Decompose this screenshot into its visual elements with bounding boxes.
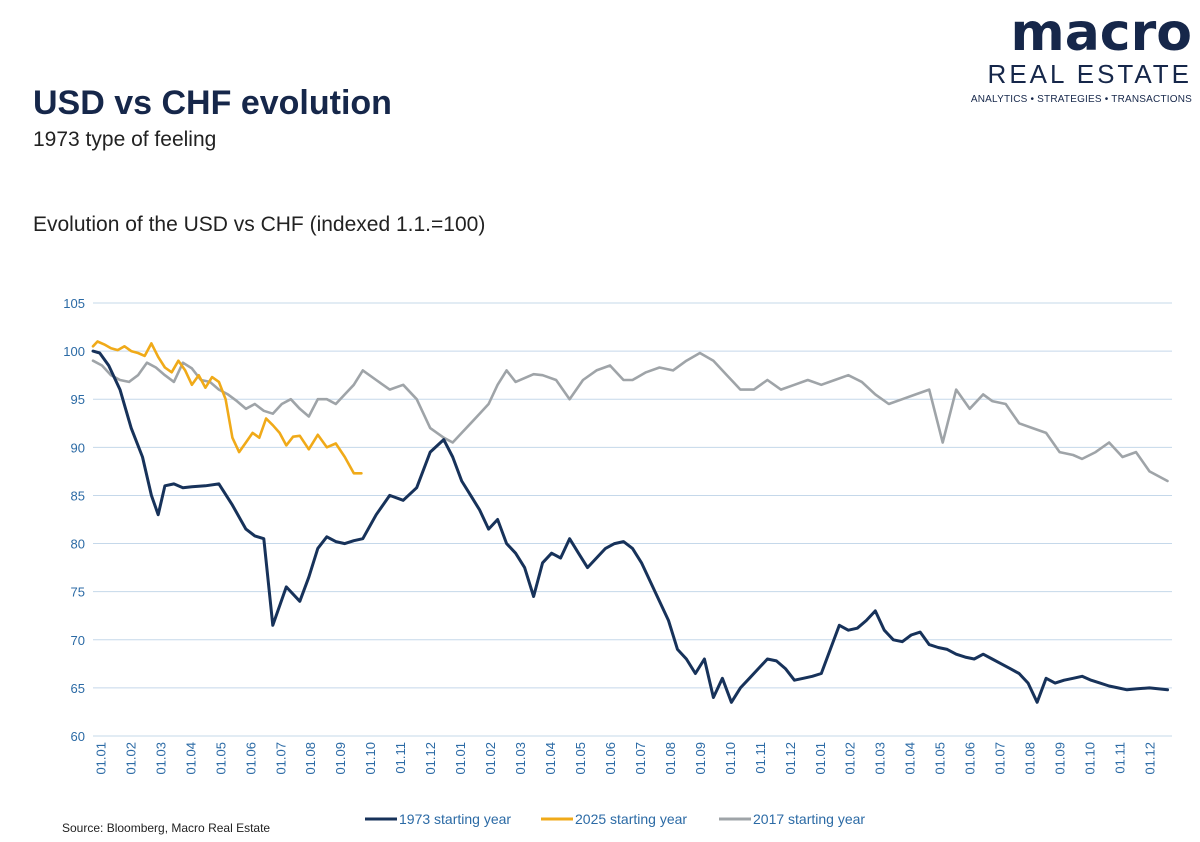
x-tick-label: 01.05 — [573, 742, 588, 775]
x-tick-label: 01.10 — [363, 742, 378, 775]
y-tick-label: 75 — [71, 585, 85, 600]
x-tick-label: 01.02 — [483, 742, 498, 775]
chart-legend: 1973 starting year 2025 starting year 2017… — [365, 811, 865, 827]
x-tick-label: 01.09 — [693, 742, 708, 775]
series-line-2025 — [91, 340, 363, 475]
x-tick-label: 01.06 — [243, 742, 258, 775]
x-tick-label: 01.11 — [753, 742, 768, 774]
y-tick-label: 95 — [71, 392, 85, 407]
logo: macro REAL ESTATE ANALYTICS • STRATEGIES… — [971, 4, 1192, 105]
page-subtitle: 1973 type of feeling — [33, 128, 217, 151]
y-tick-label: 90 — [71, 440, 85, 455]
x-tick-label: 01.07 — [273, 742, 288, 775]
y-tick-label: 105 — [63, 296, 85, 311]
y-tick-label: 70 — [71, 633, 85, 648]
page-title: USD vs CHF evolution — [33, 84, 392, 122]
logo-tagline: ANALYTICS • STRATEGIES • TRANSACTIONS — [970, 94, 1192, 105]
x-tick-label: 01.04 — [903, 742, 918, 775]
y-tick-label: 65 — [71, 681, 85, 696]
logo-wordmark: macro — [1010, 3, 1192, 63]
x-tick-label: 01.06 — [963, 742, 978, 775]
x-tick-label: 01.12 — [423, 742, 438, 775]
source-note: Source: Bloomberg, Macro Real Estate — [62, 821, 271, 835]
x-tick-label: 01.09 — [333, 742, 348, 775]
x-tick-label: 01.03 — [153, 742, 168, 775]
legend-label: 2017 starting year — [753, 811, 865, 827]
x-tick-label: 01.02 — [123, 742, 138, 775]
x-tick-label: 01.04 — [543, 742, 558, 775]
series-line-1973 — [91, 349, 1169, 704]
y-tick-label: 100 — [63, 344, 85, 359]
x-tick-label: 01.11 — [1112, 742, 1127, 774]
x-tick-label: 01.10 — [723, 742, 738, 775]
y-tick-label: 60 — [71, 729, 85, 744]
y-tick-label: 80 — [71, 537, 85, 552]
x-tick-label: 01.01 — [453, 742, 468, 775]
x-tick-label: 01.03 — [873, 742, 888, 775]
y-axis-ticks: 60 65 70 75 80 85 90 95 100 105 — [63, 296, 85, 744]
x-tick-label: 01.07 — [993, 742, 1008, 775]
legend-label: 2025 starting year — [575, 811, 687, 827]
x-tick-label: 01.01 — [93, 742, 108, 775]
series-line-2017 — [91, 351, 1169, 483]
x-tick-label: 01.04 — [183, 742, 198, 775]
x-tick-label: 01.11 — [393, 742, 408, 774]
chart-series — [91, 340, 1169, 704]
legend-label: 1973 starting year — [399, 811, 511, 827]
x-tick-label: 01.06 — [603, 742, 618, 775]
chart-title: Evolution of the USD vs CHF (indexed 1.1… — [33, 213, 486, 236]
x-tick-label: 01.07 — [633, 742, 648, 775]
x-tick-label: 01.05 — [213, 742, 228, 775]
x-tick-label: 01.12 — [783, 742, 798, 775]
x-axis-ticks: 01.01 01.02 01.03 01.04 01.05 01.06 01.07 01.08… — [93, 742, 1157, 775]
x-tick-label: 01.08 — [303, 742, 318, 775]
y-tick-label: 85 — [71, 488, 85, 503]
x-tick-label: 01.02 — [843, 742, 858, 775]
x-tick-label: 01.10 — [1083, 742, 1098, 775]
x-tick-label: 01.08 — [663, 742, 678, 775]
x-tick-label: 01.08 — [1023, 742, 1038, 775]
x-tick-label: 01.12 — [1142, 742, 1157, 775]
x-tick-label: 01.09 — [1053, 742, 1068, 775]
x-tick-label: 01.05 — [933, 742, 948, 775]
logo-subtitle: REAL ESTATE — [987, 59, 1192, 89]
chart-grid — [93, 302, 1172, 737]
x-tick-label: 01.03 — [513, 742, 528, 775]
x-tick-label: 01.01 — [813, 742, 828, 775]
